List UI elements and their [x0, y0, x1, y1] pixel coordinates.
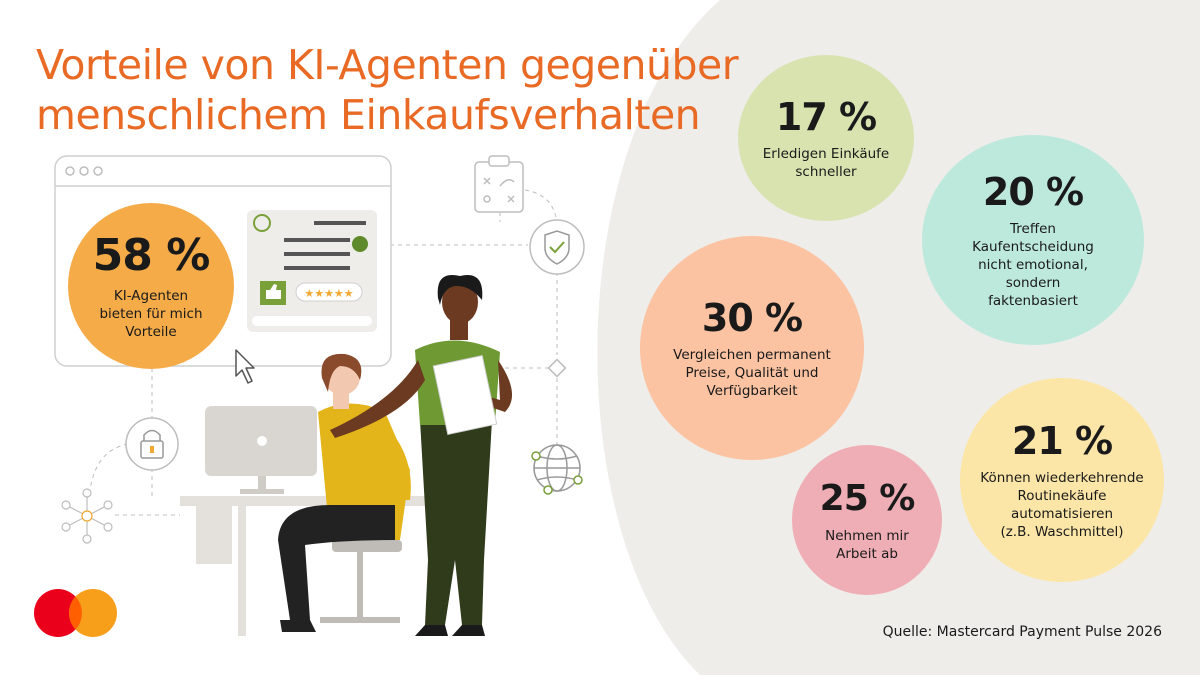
mastercard-logo: [34, 589, 117, 637]
stat-value: 58 %: [92, 230, 211, 281]
shield-check-icon: [529, 219, 585, 275]
stat-label: Erledigen Einkäufe schneller: [762, 146, 890, 180]
stat-value: 25 %: [819, 478, 916, 519]
stat-label: Treffen Kaufentscheidung nicht emotional…: [972, 221, 1094, 309]
stat-value: 20 %: [982, 170, 1084, 214]
stat-25-percent: 25 % Nehmen mir Arbeit ab: [792, 445, 942, 595]
stat-17-percent: 17 % Erledigen Einkäufe schneller: [738, 55, 914, 221]
stat-label: KI-Agenten bieten für mich Vorteile: [99, 288, 203, 340]
stat-20-percent: 20 % Treffen Kaufentscheidung nicht emot…: [922, 135, 1144, 345]
stat-value: 30 %: [701, 296, 803, 340]
stat-value: 17 %: [775, 95, 877, 139]
stat-label: Nehmen mir Arbeit ab: [825, 528, 909, 562]
thumbs-up-icon: [260, 281, 286, 305]
seated-woman: [278, 353, 411, 632]
source-note: Quelle: Mastercard Payment Pulse 2026: [882, 624, 1162, 640]
title-line-1: Vorteile von KI-Agenten gegenüber: [36, 41, 739, 89]
stat-21-percent: 21 % Können wiederkehrende Routinekäufe …: [960, 378, 1164, 582]
stat-label: Können wiederkehrende Routinekäufe autom…: [980, 470, 1144, 540]
stat-58-percent: 58 % KI-Agenten bieten für mich Vorteile: [68, 203, 234, 369]
standing-woman: [330, 274, 513, 636]
stat-label: Vergleichen permanent Preise, Qualität u…: [673, 347, 831, 399]
network-icon: [61, 488, 113, 544]
stat-value: 21 %: [1011, 419, 1113, 463]
page-title: Vorteile von KI-Agenten gegenüber mensch…: [36, 40, 756, 140]
title-line-2: menschlichem Einkaufsverhalten: [36, 91, 701, 139]
globe-icon: [531, 444, 583, 495]
clipboard-icon: [474, 155, 524, 213]
cursor-icon: [235, 349, 255, 384]
review-stars: ★★★★★: [304, 287, 353, 300]
stat-30-percent: 30 % Vergleichen permanent Preise, Quali…: [640, 236, 864, 460]
padlock-icon: [125, 417, 179, 471]
review-card: [247, 210, 377, 332]
